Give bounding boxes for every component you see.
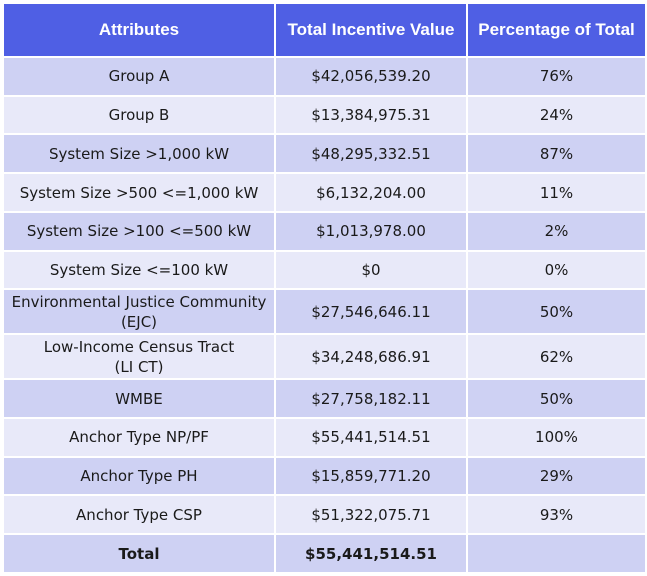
- percent-cell: 76%: [466, 56, 647, 97]
- value-cell: $27,546,646.11: [274, 288, 468, 336]
- header-row: Attributes Total Incentive Value Percent…: [2, 2, 647, 58]
- value-cell: $55,441,514.51: [274, 417, 468, 458]
- value-cell: $13,384,975.31: [274, 94, 468, 136]
- value-cell: $27,758,182.11: [274, 378, 468, 420]
- attribute-cell: WMBE: [2, 378, 276, 420]
- percent-cell: 2%: [466, 210, 647, 252]
- attribute-cell: Anchor Type NP/PF: [2, 417, 276, 458]
- attribute-cell: Anchor Type CSP: [2, 494, 276, 536]
- value-cell: $6,132,204.00: [274, 172, 468, 213]
- total-row: Total $55,441,514.51: [2, 533, 647, 574]
- value-cell: $0: [274, 249, 468, 291]
- percent-cell: 62%: [466, 333, 647, 381]
- percent-cell: 87%: [466, 133, 647, 175]
- value-cell: $34,248,686.91: [274, 333, 468, 381]
- table-row: System Size >500 <=1,000 kW $6,132,204.0…: [2, 172, 647, 213]
- header-attributes: Attributes: [2, 2, 276, 58]
- percent-cell: 100%: [466, 417, 647, 458]
- table-row: Anchor Type PH $15,859,771.20 29%: [2, 455, 647, 497]
- value-cell: $1,013,978.00: [274, 210, 468, 252]
- table-row: System Size >1,000 kW $48,295,332.51 87%: [2, 133, 647, 175]
- table-row: Group B $13,384,975.31 24%: [2, 94, 647, 136]
- attribute-cell: System Size >100 <=500 kW: [2, 210, 276, 252]
- value-cell: $42,056,539.20: [274, 56, 468, 97]
- table-row: System Size <=100 kW $0 0%: [2, 249, 647, 291]
- table-row: Anchor Type CSP $51,322,075.71 93%: [2, 494, 647, 536]
- percent-cell: 24%: [466, 94, 647, 136]
- value-cell: $48,295,332.51: [274, 133, 468, 175]
- attribute-cell: Environmental Justice Community (EJC): [2, 288, 276, 336]
- total-label-cell: Total: [2, 533, 276, 574]
- header-total-incentive-value: Total Incentive Value: [274, 2, 468, 58]
- attribute-cell: System Size >1,000 kW: [2, 133, 276, 175]
- table-row: Group A $42,056,539.20 76%: [2, 56, 647, 97]
- attribute-cell: Anchor Type PH: [2, 455, 276, 497]
- percent-cell: 29%: [466, 455, 647, 497]
- table-row: Anchor Type NP/PF $55,441,514.51 100%: [2, 417, 647, 458]
- value-cell: $15,859,771.20: [274, 455, 468, 497]
- total-value-cell: $55,441,514.51: [274, 533, 468, 574]
- table-row: WMBE $27,758,182.11 50%: [2, 378, 647, 420]
- table-header: Attributes Total Incentive Value Percent…: [2, 2, 647, 58]
- percent-cell: 11%: [466, 172, 647, 213]
- table-row: Low-Income Census Tract (LI CT) $34,248,…: [2, 333, 647, 381]
- table-body: Group A $42,056,539.20 76% Group B $13,3…: [2, 56, 647, 574]
- table-row: System Size >100 <=500 kW $1,013,978.00 …: [2, 210, 647, 252]
- attribute-cell: Low-Income Census Tract (LI CT): [2, 333, 276, 381]
- table-row: Environmental Justice Community (EJC) $2…: [2, 288, 647, 336]
- attribute-cell: Group B: [2, 94, 276, 136]
- header-percentage-of-total: Percentage of Total: [466, 2, 647, 58]
- total-percent-cell: [466, 533, 647, 574]
- value-cell: $51,322,075.71: [274, 494, 468, 536]
- attribute-cell: Group A: [2, 56, 276, 97]
- attribute-cell: System Size >500 <=1,000 kW: [2, 172, 276, 213]
- percent-cell: 0%: [466, 249, 647, 291]
- attribute-cell: System Size <=100 kW: [2, 249, 276, 291]
- percent-cell: 93%: [466, 494, 647, 536]
- percent-cell: 50%: [466, 378, 647, 420]
- percent-cell: 50%: [466, 288, 647, 336]
